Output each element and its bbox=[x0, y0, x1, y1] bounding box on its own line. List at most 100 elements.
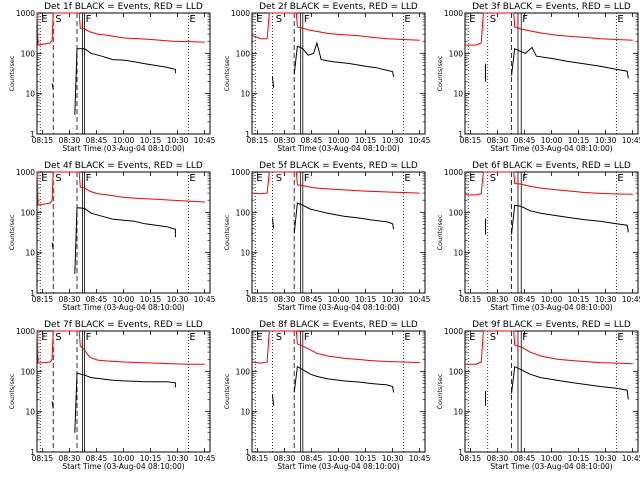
y-tick-label: 100 bbox=[21, 367, 36, 376]
x-tick-label: 10:00 bbox=[113, 295, 135, 304]
x-tick-label: 08:45 bbox=[86, 295, 108, 304]
panel-title: Det 6f BLACK = Events, RED = LLD bbox=[472, 161, 631, 171]
flag-s: S bbox=[276, 173, 282, 184]
flag-s: S bbox=[55, 332, 61, 343]
y-axis-label: Counts/sec bbox=[436, 214, 444, 250]
flag-f: F bbox=[86, 173, 92, 184]
x-tick-label: 10:30 bbox=[595, 295, 617, 304]
flag-e: E bbox=[617, 173, 623, 184]
flag-s: S bbox=[55, 14, 61, 25]
events-series-line bbox=[511, 204, 629, 235]
x-tick-label: 08:45 bbox=[301, 454, 323, 463]
flag-e: E bbox=[469, 332, 475, 343]
panel-6: Det 6f BLACK = Events, RED = LLD 1 10 100 10… bbox=[436, 161, 640, 312]
y-tick-label: 10 bbox=[453, 90, 463, 99]
events-series-line bbox=[511, 365, 629, 400]
events-series-line bbox=[293, 365, 395, 393]
y-tick-label: 1000 bbox=[444, 168, 463, 177]
x-axis-label: Start Time (03-Aug-04 08:10:00) bbox=[62, 144, 184, 153]
flag-s: S bbox=[276, 332, 282, 343]
events-series-line bbox=[511, 46, 629, 79]
x-tick-label: 08:15 bbox=[32, 136, 54, 145]
panel-title: Det 9f BLACK = Events, RED = LLD bbox=[472, 320, 631, 330]
flag-e: E bbox=[41, 14, 47, 25]
x-tick-label: 10:00 bbox=[541, 454, 563, 463]
flag-e: E bbox=[189, 332, 195, 343]
x-tick-label: 10:15 bbox=[140, 136, 162, 145]
y-tick-label: 1 bbox=[30, 130, 35, 139]
y-axis-label: Counts/sec bbox=[223, 55, 231, 91]
panel-9: Det 9f BLACK = Events, RED = LLD 1 10 100 10… bbox=[436, 320, 640, 471]
x-tick-label: 10:15 bbox=[568, 454, 590, 463]
panel-title: Det 1f BLACK = Events, RED = LLD bbox=[44, 2, 203, 12]
flag-e: E bbox=[404, 14, 410, 25]
y-tick-label: 1000 bbox=[16, 168, 35, 177]
x-tick-label: 10:00 bbox=[541, 295, 563, 304]
y-tick-label: 1 bbox=[30, 289, 35, 298]
x-tick-label: 10:15 bbox=[355, 454, 377, 463]
y-tick-label: 100 bbox=[449, 49, 464, 58]
lld-series-line bbox=[36, 12, 205, 46]
events-series-line bbox=[272, 218, 275, 229]
x-tick-label: 08:30 bbox=[59, 454, 81, 463]
x-axis-label: Start Time (03-Aug-04 08:10:00) bbox=[490, 144, 612, 153]
y-tick-label: 10 bbox=[25, 249, 35, 258]
events-series-line bbox=[74, 372, 176, 433]
x-tick-label: 10:45 bbox=[622, 295, 640, 304]
y-tick-label: 10 bbox=[25, 408, 35, 417]
x-axis-label: Start Time (03-Aug-04 08:10:00) bbox=[277, 462, 399, 471]
x-tick-label: 10:30 bbox=[167, 454, 189, 463]
x-tick-label: 08:45 bbox=[301, 295, 323, 304]
lld-series-line bbox=[251, 330, 420, 364]
lld-series-line bbox=[465, 12, 633, 46]
y-tick-label: 1000 bbox=[231, 327, 250, 336]
flag-e: E bbox=[189, 14, 195, 25]
x-tick-label: 08:15 bbox=[32, 454, 54, 463]
y-tick-label: 100 bbox=[449, 208, 464, 217]
x-tick-label: 10:45 bbox=[194, 136, 216, 145]
x-tick-label: 10:00 bbox=[328, 454, 350, 463]
plot-frame bbox=[464, 171, 639, 294]
x-tick-label: 10:45 bbox=[194, 295, 216, 304]
x-tick-label: 08:15 bbox=[247, 136, 269, 145]
flag-e: E bbox=[256, 14, 262, 25]
x-tick-label: 08:15 bbox=[460, 295, 482, 304]
x-tick-label: 10:30 bbox=[595, 136, 617, 145]
panel-title: Det 3f BLACK = Events, RED = LLD bbox=[472, 2, 631, 12]
x-axis-label: Start Time (03-Aug-04 08:10:00) bbox=[277, 144, 399, 153]
panel-4: Det 4f BLACK = Events, RED = LLD 1 10 100 10… bbox=[8, 161, 216, 312]
events-series-line bbox=[74, 48, 176, 115]
x-axis-label: Start Time (03-Aug-04 08:10:00) bbox=[62, 462, 184, 471]
x-tick-label: 10:00 bbox=[113, 136, 135, 145]
x-tick-label: 10:45 bbox=[409, 454, 431, 463]
x-tick-label: 10:00 bbox=[328, 136, 350, 145]
flag-s: S bbox=[55, 173, 61, 184]
flag-e: E bbox=[41, 332, 47, 343]
x-tick-label: 10:15 bbox=[355, 136, 377, 145]
events-series-line bbox=[272, 394, 275, 406]
x-tick-label: 08:30 bbox=[487, 295, 509, 304]
x-tick-label: 10:15 bbox=[355, 295, 377, 304]
y-axis-label: Counts/sec bbox=[436, 55, 444, 91]
y-axis-label: Counts/sec bbox=[8, 214, 16, 250]
y-axis-label: Counts/sec bbox=[436, 373, 444, 409]
x-tick-label: 10:15 bbox=[568, 295, 590, 304]
x-axis-label: Start Time (03-Aug-04 08:10:00) bbox=[490, 303, 612, 312]
x-tick-label: 08:30 bbox=[59, 136, 81, 145]
flag-s: S bbox=[490, 332, 496, 343]
x-tick-label: 10:45 bbox=[409, 136, 431, 145]
events-series-line bbox=[293, 41, 395, 77]
x-tick-label: 10:00 bbox=[541, 136, 563, 145]
flag-f: F bbox=[522, 173, 528, 184]
events-series-line bbox=[74, 207, 176, 274]
x-tick-label: 10:00 bbox=[113, 454, 135, 463]
x-tick-label: 10:30 bbox=[167, 136, 189, 145]
panel-title: Det 8f BLACK = Events, RED = LLD bbox=[259, 320, 418, 330]
y-tick-label: 10 bbox=[240, 408, 250, 417]
x-axis-label: Start Time (03-Aug-04 08:10:00) bbox=[62, 303, 184, 312]
x-tick-label: 08:30 bbox=[274, 454, 296, 463]
plot-frame bbox=[36, 330, 211, 453]
y-axis-label: Counts/sec bbox=[8, 55, 16, 91]
flag-f: F bbox=[522, 14, 528, 25]
y-axis-label: Counts/sec bbox=[8, 373, 16, 409]
